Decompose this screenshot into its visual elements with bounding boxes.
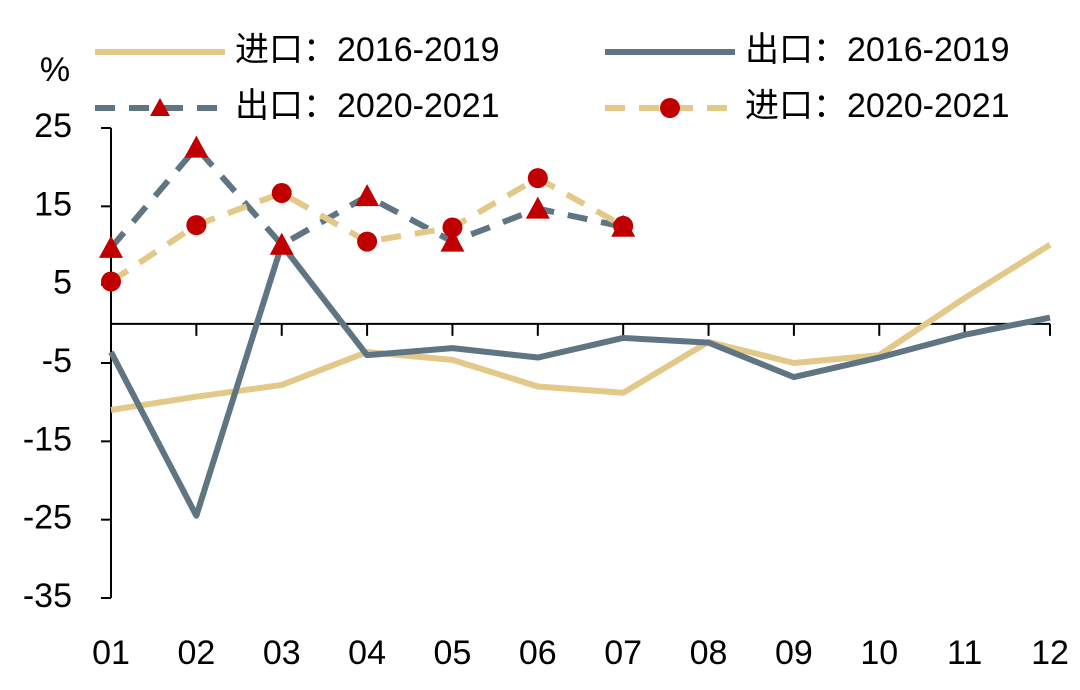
x-tick-label: 02 — [177, 634, 215, 672]
x-tick-label: 12 — [1031, 634, 1069, 672]
x-tick-label: 09 — [775, 634, 813, 672]
legend-marker — [660, 98, 680, 118]
triangle-marker — [269, 232, 294, 255]
y-tick-label: 25 — [34, 107, 72, 145]
x-tick-label: 07 — [604, 634, 642, 672]
legend-marker — [150, 98, 170, 116]
circle-marker — [442, 217, 463, 238]
y-unit-label: % — [40, 51, 70, 89]
triangle-marker — [99, 235, 123, 258]
circle-marker — [186, 215, 207, 236]
y-tick-label: -15 — [23, 420, 72, 458]
circle-marker — [271, 183, 292, 204]
circle-marker — [357, 231, 378, 252]
triangle-marker — [440, 229, 465, 252]
circle-marker — [613, 215, 634, 236]
triangle-marker — [184, 135, 209, 158]
y-tick-label: -5 — [42, 342, 72, 380]
y-tick-label: 15 — [34, 185, 72, 223]
x-tick-label: 08 — [690, 634, 728, 672]
legend-label: 进口：2020-2021 — [745, 87, 1010, 125]
circle-marker — [527, 168, 548, 189]
y-tick-label: -25 — [23, 499, 72, 537]
x-tick-label: 05 — [434, 634, 472, 672]
circle-marker — [101, 271, 121, 292]
legend-label: 出口：2016-2019 — [745, 31, 1010, 69]
x-tick-label: 11 — [947, 634, 982, 672]
x-tick-label: 10 — [860, 634, 898, 672]
triangle-marker — [355, 184, 380, 207]
legend-label: 出口：2020-2021 — [235, 87, 500, 125]
x-tick-label: 01 — [92, 634, 130, 672]
y-tick-label: 5 — [53, 264, 72, 302]
y-tick-label: -35 — [23, 577, 72, 615]
series-line — [110, 242, 1052, 413]
x-tick-label: 04 — [348, 634, 386, 672]
x-tick-label: 06 — [519, 634, 557, 672]
x-tick-label: 03 — [263, 634, 301, 672]
series-line — [108, 241, 1051, 519]
triangle-marker — [525, 196, 550, 219]
legend-label: 进口：2016-2019 — [235, 31, 500, 69]
